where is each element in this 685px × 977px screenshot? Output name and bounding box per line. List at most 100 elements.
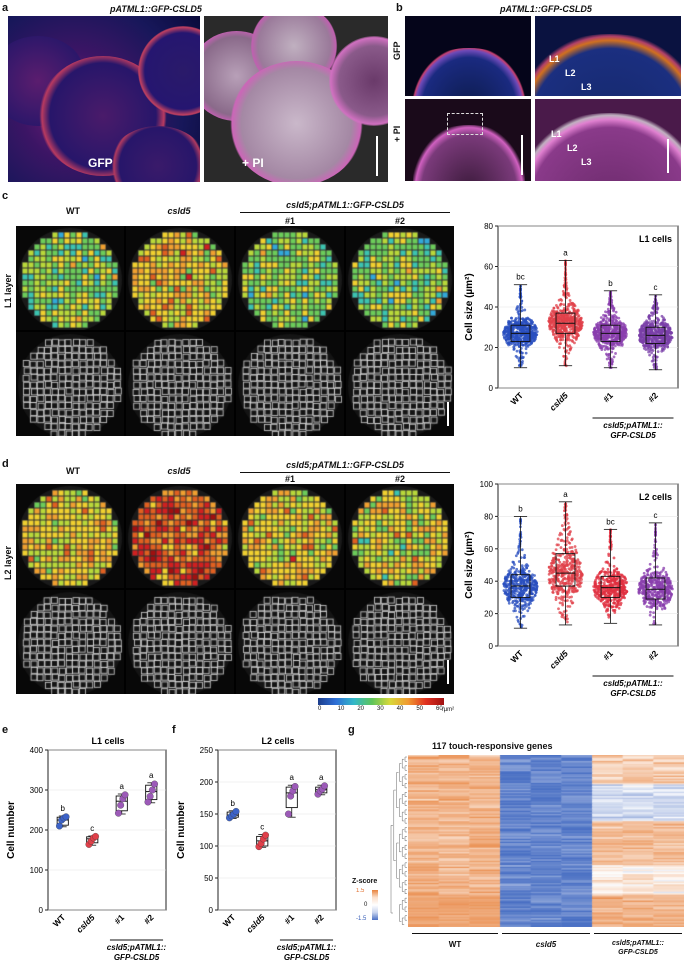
data-point xyxy=(560,320,564,323)
data-point xyxy=(666,582,669,586)
data-point xyxy=(606,570,610,574)
data-point xyxy=(571,340,575,343)
data-point xyxy=(621,582,625,586)
data-point xyxy=(577,568,581,571)
dendrogram-branch xyxy=(401,847,405,857)
heatmap-group-comp-line2: GFP-CSLD5 xyxy=(618,949,658,956)
chart-title: L1 cells xyxy=(91,736,124,746)
panel-a-title: pATML1::GFP-CSLD5 xyxy=(110,4,202,14)
data-point xyxy=(531,573,534,577)
data-point xyxy=(603,592,607,596)
data-point xyxy=(611,578,614,582)
data-point xyxy=(567,579,571,582)
data-point xyxy=(569,530,572,533)
data-point xyxy=(646,331,650,335)
data-point xyxy=(565,536,569,539)
data-point xyxy=(611,315,615,319)
data-point xyxy=(615,567,619,571)
data-point xyxy=(652,551,655,555)
data-point xyxy=(548,579,552,583)
data-point xyxy=(650,575,654,578)
data-point xyxy=(562,547,566,551)
data-point xyxy=(665,578,669,582)
data-point xyxy=(561,603,565,607)
data-point xyxy=(513,579,517,583)
data-point xyxy=(667,600,671,604)
data-point xyxy=(517,546,521,550)
data-point xyxy=(512,582,515,585)
data-point xyxy=(640,591,643,594)
dendrogram-branch xyxy=(399,798,402,817)
heatmap-group-comp-line1: csld5;pATML1:: xyxy=(612,940,664,947)
data-point xyxy=(557,543,560,547)
chart-e-l1-cell-number: 0 100 200 300 400 Cell number L1 cells b WT c csld… xyxy=(6,736,167,962)
data-point xyxy=(660,607,664,611)
data-point xyxy=(666,332,670,336)
data-point xyxy=(623,596,626,600)
data-point xyxy=(531,337,535,341)
data-point xyxy=(602,334,606,338)
data-point xyxy=(565,319,569,323)
data-point xyxy=(516,578,520,582)
data-point xyxy=(612,355,616,359)
data-point xyxy=(580,572,584,576)
x-tick-label: #1 xyxy=(601,648,615,662)
data-point xyxy=(92,832,99,840)
data-point xyxy=(562,306,566,310)
data-point xyxy=(514,609,517,613)
dendrogram-branch xyxy=(404,836,407,842)
data-point xyxy=(529,321,533,325)
data-point xyxy=(558,553,562,557)
data-point xyxy=(601,591,605,595)
data-point xyxy=(570,567,574,571)
panel-g-label: g xyxy=(348,724,355,736)
data-point xyxy=(624,330,627,334)
colorbar-unit: /µm² xyxy=(442,707,455,713)
data-point xyxy=(611,360,615,364)
data-point xyxy=(528,600,532,603)
data-point xyxy=(648,324,651,327)
data-point xyxy=(652,363,656,367)
data-point xyxy=(558,611,562,614)
panel-a-gfp-image: GFP xyxy=(8,16,200,182)
panel-b-pi-L3: L3 xyxy=(581,157,592,167)
data-point xyxy=(558,588,562,592)
panel-f-label: f xyxy=(172,724,176,736)
dendrogram-branch xyxy=(401,900,405,910)
data-point xyxy=(662,592,665,596)
y-tick-label: 100 xyxy=(200,842,214,851)
data-point xyxy=(553,587,557,591)
data-point xyxy=(513,606,517,610)
heatmap-dendrogram xyxy=(390,756,407,925)
data-point xyxy=(552,333,555,337)
data-point xyxy=(566,550,570,554)
data-point xyxy=(554,548,558,552)
data-point xyxy=(652,615,656,619)
significance-letter: a xyxy=(563,248,568,257)
data-point xyxy=(607,335,610,338)
data-point xyxy=(602,570,606,574)
panel-d-label: d xyxy=(2,458,9,470)
data-point xyxy=(621,338,625,341)
dendrogram-branch xyxy=(404,906,407,912)
data-point xyxy=(523,553,527,557)
data-point xyxy=(565,323,569,326)
data-point xyxy=(519,336,522,340)
data-point xyxy=(661,586,664,589)
data-point xyxy=(602,581,606,585)
data-point xyxy=(578,562,581,566)
data-point xyxy=(653,328,657,332)
data-point xyxy=(517,342,521,346)
heatmap-cells xyxy=(408,755,684,927)
data-point xyxy=(613,608,617,612)
data-point xyxy=(644,348,648,351)
data-point xyxy=(666,336,670,340)
y-tick-label: 100 xyxy=(30,866,44,875)
data-point xyxy=(548,316,552,320)
dendrogram-branch xyxy=(396,842,399,879)
chart-title: L1 cells xyxy=(639,234,672,244)
segmented-heatmap-image xyxy=(346,226,454,330)
data-point xyxy=(651,355,655,359)
data-point xyxy=(517,582,520,586)
cell-outline-image xyxy=(236,332,344,436)
